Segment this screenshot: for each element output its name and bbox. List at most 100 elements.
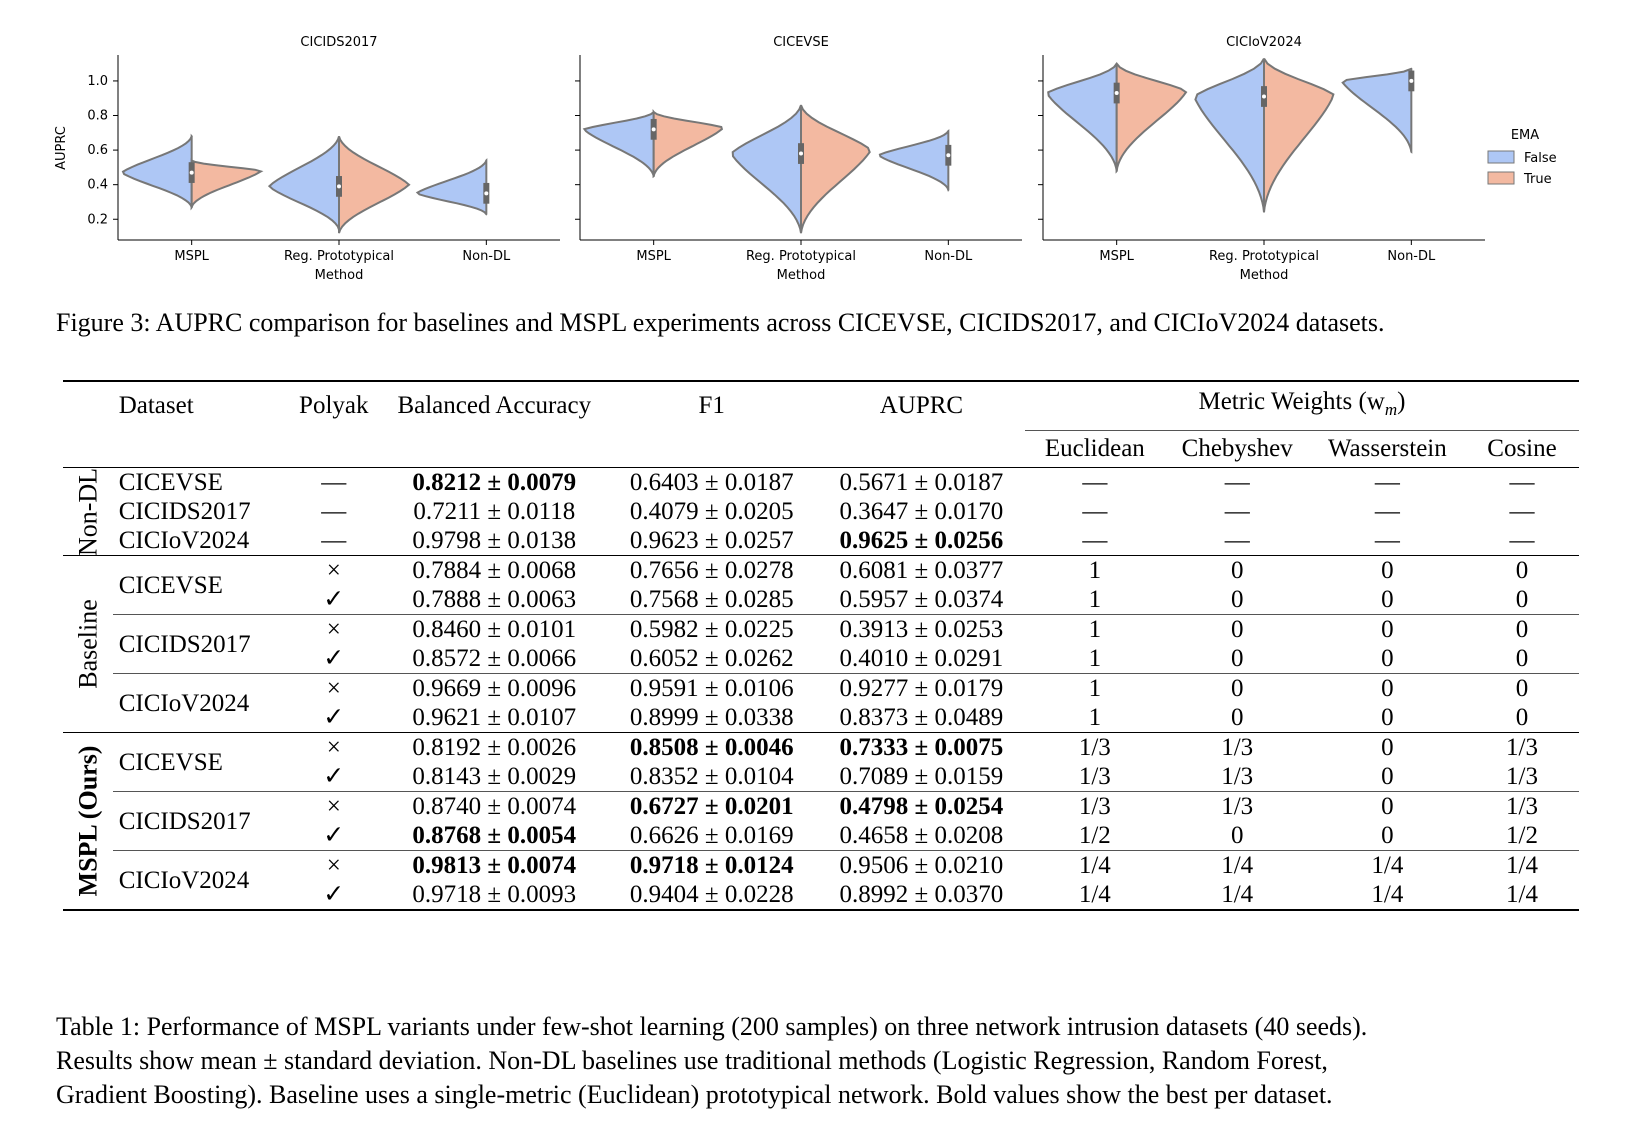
wasserstein-weight-cell: 0 <box>1381 704 1394 731</box>
x-tick-label: Non-DL <box>924 249 973 264</box>
chebyshev-weight-cell: 1/4 <box>1164 880 1310 911</box>
wasserstein-weight-cell: 0 <box>1309 555 1466 585</box>
euclidean-weight-cell: 1/3 <box>1024 791 1165 821</box>
f1-cell: 0.9623 ± 0.0257 <box>629 527 794 554</box>
violin-median <box>946 153 951 158</box>
dataset-cell: CICEVSE <box>112 467 285 497</box>
polyak-cell: ✓ <box>323 586 345 613</box>
violin-false <box>1341 67 1413 154</box>
polyak-cell: — <box>321 498 347 525</box>
violin-median <box>651 127 656 132</box>
header-row: Dataset Polyak Balanced Accuracy F1 AUPRC Met… <box>63 380 1579 431</box>
panel-title: CICIDS2017 <box>300 35 377 50</box>
euclidean-weight-cell: 1 <box>1024 673 1165 703</box>
polyak-cell: × <box>284 850 383 880</box>
header-spacer <box>818 431 1025 468</box>
violin-median <box>1262 94 1266 99</box>
euclidean-weight-cell: 1 <box>1024 614 1165 644</box>
table-caption-line: Results show mean ± standard deviation. … <box>56 1046 1328 1075</box>
violin-false <box>121 133 193 211</box>
violin-false <box>878 129 950 192</box>
f1-cell: 0.9718 ± 0.0124 <box>605 850 818 880</box>
header-auprc: AUPRC <box>817 380 1025 431</box>
chebyshev-weight-cell: 0 <box>1230 586 1244 613</box>
x-tick-label: Reg. Prototypical <box>1209 249 1319 264</box>
auprc-cell: 0.7089 ± 0.0159 <box>839 763 1004 790</box>
cosine-weight-cell: 1/3 <box>1465 732 1579 762</box>
header-group-spacer <box>63 380 113 431</box>
auprc-cell: 0.9277 ± 0.0179 <box>817 673 1025 703</box>
cosine-weight-cell: 0 <box>1465 555 1579 585</box>
euclidean-weight-cell: 1/3 <box>1078 763 1111 790</box>
balanced-accuracy-cell: 0.8572 ± 0.0066 <box>412 645 577 672</box>
violin-median <box>1409 78 1414 83</box>
euclidean-weight-cell: 1/4 <box>1024 880 1165 911</box>
dataset-cell: CICIoV2024 <box>118 527 250 554</box>
dataset-cell: CICEVSE <box>112 732 285 792</box>
wasserstein-weight-cell: 0 <box>1309 791 1466 821</box>
violin-true <box>1115 61 1188 174</box>
cosine-weight-cell: 0 <box>1515 586 1529 613</box>
balanced-accuracy-cell: 0.8460 ± 0.0101 <box>382 614 606 644</box>
balanced-accuracy-cell: 0.9669 ± 0.0096 <box>382 673 606 703</box>
cosine-weight-cell: — <box>1509 498 1535 525</box>
wasserstein-weight-cell: 0 <box>1381 822 1394 849</box>
chebyshev-weight-cell: 0 <box>1230 645 1244 672</box>
dataset-cell: CICIoV2024 <box>112 673 285 733</box>
header-balanced-accuracy: Balanced Accuracy <box>382 380 606 431</box>
header-chebyshev: Chebyshev <box>1164 430 1310 468</box>
table-row: MSPL (Ours) CICEVSE × 0.8192 ± 0.0026 0.8508… <box>63 732 1579 911</box>
polyak-cell: × <box>284 614 383 644</box>
cosine-weight-cell: 0 <box>1515 645 1529 672</box>
euclidean-weight-cell: — <box>1082 527 1108 554</box>
dataset-cell: CICIDS2017 <box>112 791 285 851</box>
y-tick-label: 0.6 <box>87 143 108 158</box>
auprc-cell: 0.9506 ± 0.0210 <box>817 850 1025 880</box>
auprc-violin-figure: CICIDS2017 0.2 0.4 0.6 0.8 1.0 MSPL Reg. Protot… <box>54 35 1557 283</box>
f1-cell: 0.6727 ± 0.0201 <box>605 791 818 821</box>
header-metric-weights-subscript: m <box>1384 400 1398 419</box>
chebyshev-weight-cell: 0 <box>1164 555 1310 585</box>
chebyshev-weight-cell: — <box>1224 498 1250 525</box>
wasserstein-weight-cell: 0 <box>1309 673 1466 703</box>
x-tick-label: Non-DL <box>1387 249 1436 264</box>
f1-cell: 0.6626 ± 0.0169 <box>629 822 794 849</box>
header-metric-weights-label: Metric Weights (w <box>1198 388 1385 415</box>
header-subrow: Euclidean Chebyshev Wasserstein Cosine <box>63 430 1579 468</box>
wasserstein-weight-cell: 0 <box>1381 763 1394 790</box>
chebyshev-weight-cell: — <box>1224 527 1250 554</box>
auprc-cell: 0.9625 ± 0.0256 <box>839 527 1004 554</box>
polyak-cell: ✓ <box>323 822 345 849</box>
balanced-accuracy-cell: 0.8740 ± 0.0074 <box>382 791 606 821</box>
violin-true <box>800 104 871 234</box>
chebyshev-weight-cell: 1/3 <box>1164 791 1310 821</box>
header-metric-weights: Metric Weights (wm) <box>1024 380 1579 431</box>
legend-swatch-true <box>1487 171 1515 185</box>
x-tick-label: Non-DL <box>462 249 511 264</box>
cosine-weight-cell: 1/4 <box>1465 880 1579 911</box>
group-label: Baseline <box>73 599 103 689</box>
violin-false <box>582 109 656 179</box>
balanced-accuracy-cell: 0.9621 ± 0.0107 <box>412 704 577 731</box>
chebyshev-weight-cell: 1/3 <box>1221 763 1254 790</box>
polyak-cell: — <box>284 467 383 497</box>
group-label: MSPL (Ours) <box>73 745 103 897</box>
panel-title: CICIoV2024 <box>1226 35 1302 50</box>
table-row: CICIDS2017 — 0.7211 ± 0.0118 0.4079 ± 0.020… <box>63 497 1579 526</box>
header-spacer <box>63 431 113 468</box>
auprc-cell: 0.3913 ± 0.0253 <box>817 614 1025 644</box>
wasserstein-weight-cell: 0 <box>1309 732 1466 762</box>
table-row: ✓ 0.9718 ± 0.0093 0.9404 ± 0.0228 0.8992 ± … <box>63 880 1579 911</box>
cosine-weight-cell: 1/2 <box>1506 822 1538 849</box>
auprc-cell: 0.8373 ± 0.0489 <box>839 704 1004 731</box>
polyak-cell: ✓ <box>323 763 345 790</box>
group-label: Non-DL <box>73 467 103 556</box>
f1-cell: 0.6403 ± 0.0187 <box>605 467 818 497</box>
header-spacer <box>383 431 606 468</box>
legend-swatch-false <box>1487 150 1515 164</box>
auprc-cell: 0.4658 ± 0.0208 <box>839 822 1004 849</box>
header-spacer <box>113 431 285 468</box>
violin-true <box>1263 57 1335 213</box>
x-tick-label: Reg. Prototypical <box>284 249 394 264</box>
x-tick-label: Reg. Prototypical <box>746 249 856 264</box>
